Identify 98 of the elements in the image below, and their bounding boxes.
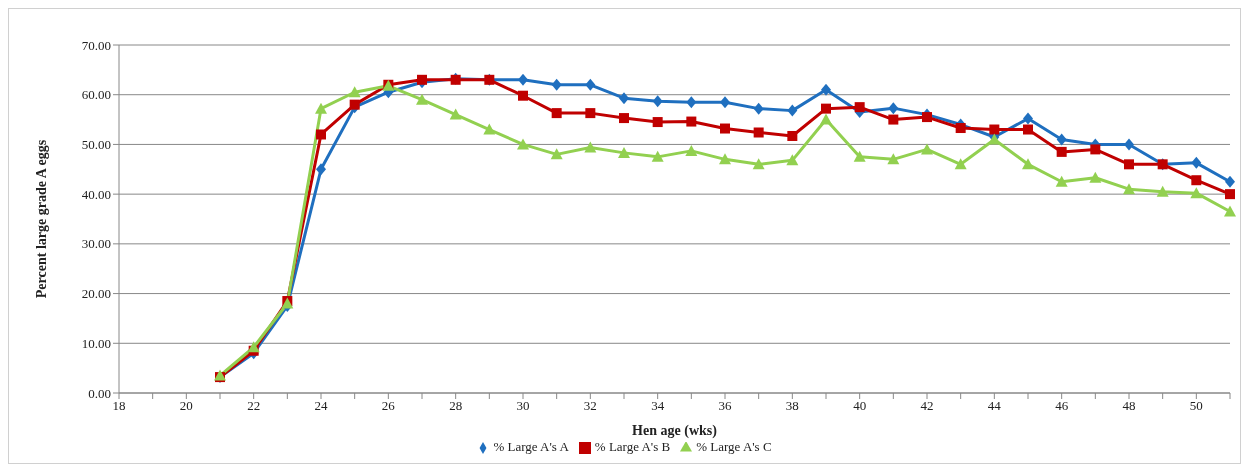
x-tick-label: 46 (1055, 398, 1069, 414)
point (550, 148, 563, 160)
point (853, 150, 866, 162)
legend-label: % Large A's B (594, 439, 671, 454)
point (720, 96, 730, 109)
point (349, 99, 360, 110)
point (316, 163, 326, 176)
y-tick-label: 0.00 (88, 385, 111, 401)
x-tick-label: 30 (516, 398, 530, 414)
point (820, 113, 832, 125)
point (1156, 185, 1169, 197)
point (1124, 138, 1134, 151)
y-tick-label: 20.00 (81, 286, 111, 302)
x-tick-label: 32 (583, 398, 597, 414)
point (719, 153, 731, 165)
x-tick-label: 48 (1122, 398, 1136, 414)
point (316, 129, 326, 140)
x-tick-label: 28 (449, 398, 463, 414)
x-tick-label: 26 (381, 398, 396, 414)
point (854, 102, 865, 113)
point (821, 83, 831, 96)
point (417, 74, 427, 85)
x-tick-label: 34 (651, 398, 665, 414)
x-tick-label: 22 (247, 398, 261, 414)
point (887, 153, 900, 165)
y-tick-label: 60.00 (81, 87, 111, 103)
point (348, 86, 361, 98)
point (1089, 171, 1102, 183)
point (752, 158, 765, 170)
point (585, 78, 596, 91)
point (1191, 156, 1202, 169)
point (518, 90, 528, 101)
point (585, 108, 596, 119)
x-tick-label: 42 (920, 398, 934, 414)
x-tick-label: 40 (853, 398, 867, 414)
point (955, 123, 966, 134)
point (888, 114, 899, 125)
point (954, 158, 967, 170)
point (619, 92, 629, 105)
point (247, 341, 260, 353)
point (686, 116, 697, 127)
x-tick-label: 20 (179, 398, 193, 414)
point (584, 141, 597, 153)
point (1022, 158, 1034, 170)
legend-label: % Large A's A (493, 439, 569, 454)
point (651, 150, 664, 162)
y-tick-label: 10.00 (81, 335, 111, 351)
point (921, 143, 933, 155)
point (449, 108, 462, 120)
point (720, 123, 730, 134)
point (652, 95, 663, 108)
y-tick-label: 30.00 (81, 236, 111, 252)
point (1225, 189, 1235, 200)
point (888, 102, 899, 115)
point (1123, 183, 1135, 195)
y-tick-label: 50.00 (81, 137, 111, 153)
x-tick-label: 24 (314, 398, 328, 414)
point (551, 78, 562, 91)
point (1190, 187, 1203, 199)
point (619, 113, 629, 124)
point (483, 123, 496, 135)
point (821, 103, 831, 114)
point (1191, 175, 1202, 186)
x-tick-label: 18 (112, 398, 126, 414)
point (1023, 124, 1033, 135)
x-axis-title: Hen age (wks) (632, 423, 718, 439)
point (652, 117, 663, 128)
point (315, 102, 327, 114)
point (518, 73, 528, 86)
point (416, 93, 428, 105)
x-tick-label: 44 (987, 398, 1002, 414)
point (1055, 175, 1068, 187)
legend-label: % Large A's C (696, 439, 772, 454)
x-tick-label: 50 (1189, 398, 1203, 414)
point (1023, 112, 1033, 125)
point (1224, 205, 1236, 217)
point (787, 104, 798, 117)
point (685, 144, 698, 156)
x-tick-label: 38 (785, 398, 799, 414)
point (686, 96, 697, 109)
y-tick-label: 70.00 (81, 37, 111, 53)
y-axis-title: Percent large grade A eggs (33, 139, 49, 299)
point (517, 138, 529, 150)
point (787, 130, 798, 141)
point (786, 154, 799, 166)
point (989, 124, 1000, 135)
point (753, 102, 764, 115)
point (922, 112, 932, 123)
point (1056, 146, 1067, 157)
point (618, 146, 630, 158)
x-tick-label: 36 (718, 398, 732, 414)
y-tick-label: 40.00 (81, 186, 111, 202)
point (1056, 133, 1067, 146)
point (1090, 144, 1101, 155)
point (551, 108, 562, 119)
point (753, 127, 764, 138)
point (1124, 159, 1134, 170)
point (1225, 175, 1235, 188)
